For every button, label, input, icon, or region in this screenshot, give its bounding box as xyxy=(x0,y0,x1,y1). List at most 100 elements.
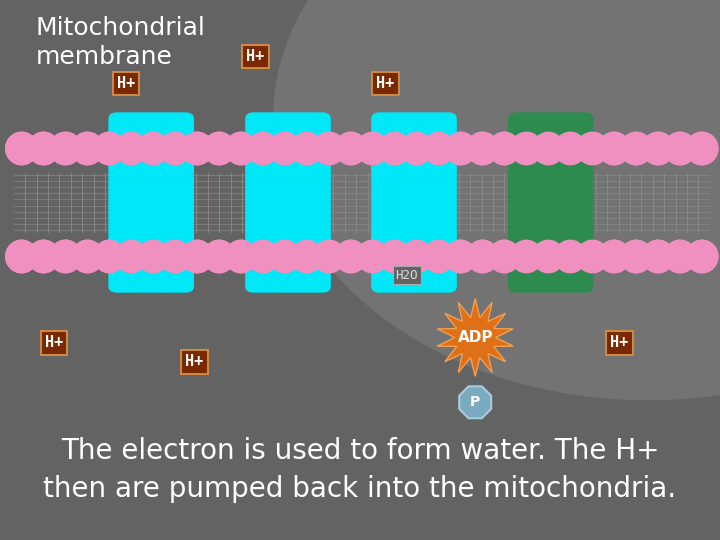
Ellipse shape xyxy=(577,240,608,273)
Text: H2O: H2O xyxy=(395,269,418,282)
Ellipse shape xyxy=(291,240,323,273)
Ellipse shape xyxy=(225,132,257,165)
Text: P: P xyxy=(470,395,480,409)
Ellipse shape xyxy=(159,240,191,273)
Ellipse shape xyxy=(423,240,454,273)
FancyBboxPatch shape xyxy=(372,112,456,293)
Text: The electron is used to form water. The H+
then are pumped back into the mitocho: The electron is used to form water. The … xyxy=(43,437,677,503)
Ellipse shape xyxy=(445,240,477,273)
Ellipse shape xyxy=(533,240,564,273)
Ellipse shape xyxy=(598,240,630,273)
Ellipse shape xyxy=(401,240,433,273)
Text: H+: H+ xyxy=(246,49,265,64)
Ellipse shape xyxy=(115,132,147,165)
Ellipse shape xyxy=(94,132,125,165)
Ellipse shape xyxy=(203,240,235,273)
Ellipse shape xyxy=(247,240,279,273)
Ellipse shape xyxy=(665,132,696,165)
Ellipse shape xyxy=(335,240,366,273)
Ellipse shape xyxy=(335,132,366,165)
Ellipse shape xyxy=(115,132,147,165)
Ellipse shape xyxy=(510,132,542,165)
Ellipse shape xyxy=(335,240,366,273)
Ellipse shape xyxy=(138,240,169,273)
Ellipse shape xyxy=(621,132,652,165)
Ellipse shape xyxy=(577,132,608,165)
Ellipse shape xyxy=(291,132,323,165)
Ellipse shape xyxy=(621,240,652,273)
Ellipse shape xyxy=(554,240,586,273)
Ellipse shape xyxy=(357,132,389,165)
Ellipse shape xyxy=(138,132,169,165)
Ellipse shape xyxy=(291,240,323,273)
Text: ADP: ADP xyxy=(457,330,493,345)
Ellipse shape xyxy=(27,240,59,273)
Ellipse shape xyxy=(71,240,103,273)
Ellipse shape xyxy=(423,132,454,165)
Ellipse shape xyxy=(533,132,564,165)
Ellipse shape xyxy=(379,132,410,165)
Ellipse shape xyxy=(467,132,498,165)
Ellipse shape xyxy=(489,132,521,165)
Ellipse shape xyxy=(357,132,389,165)
Text: H+: H+ xyxy=(376,76,395,91)
Ellipse shape xyxy=(27,132,59,165)
Ellipse shape xyxy=(357,240,389,273)
Ellipse shape xyxy=(313,240,345,273)
FancyBboxPatch shape xyxy=(108,112,194,293)
Ellipse shape xyxy=(94,132,125,165)
Ellipse shape xyxy=(686,132,718,165)
Text: H+: H+ xyxy=(117,76,135,91)
Ellipse shape xyxy=(6,132,37,165)
Ellipse shape xyxy=(510,240,542,273)
Ellipse shape xyxy=(71,240,103,273)
Ellipse shape xyxy=(94,240,125,273)
Ellipse shape xyxy=(577,240,608,273)
Ellipse shape xyxy=(642,240,674,273)
Ellipse shape xyxy=(181,132,213,165)
Ellipse shape xyxy=(598,132,630,165)
Ellipse shape xyxy=(203,240,235,273)
Ellipse shape xyxy=(313,132,345,165)
Ellipse shape xyxy=(247,240,279,273)
Ellipse shape xyxy=(379,132,410,165)
Polygon shape xyxy=(437,299,513,376)
Ellipse shape xyxy=(554,132,586,165)
Ellipse shape xyxy=(665,240,696,273)
Ellipse shape xyxy=(71,132,103,165)
Ellipse shape xyxy=(401,240,433,273)
Ellipse shape xyxy=(423,240,454,273)
Ellipse shape xyxy=(159,240,191,273)
Ellipse shape xyxy=(94,240,125,273)
Ellipse shape xyxy=(335,132,366,165)
Ellipse shape xyxy=(225,240,257,273)
Ellipse shape xyxy=(115,240,147,273)
Ellipse shape xyxy=(71,132,103,165)
Ellipse shape xyxy=(291,132,323,165)
Ellipse shape xyxy=(50,132,81,165)
Ellipse shape xyxy=(50,132,81,165)
Circle shape xyxy=(274,0,720,400)
Ellipse shape xyxy=(489,240,521,273)
Ellipse shape xyxy=(247,132,279,165)
Ellipse shape xyxy=(159,132,191,165)
Ellipse shape xyxy=(115,240,147,273)
Ellipse shape xyxy=(379,240,410,273)
Ellipse shape xyxy=(621,240,652,273)
Ellipse shape xyxy=(665,132,696,165)
Ellipse shape xyxy=(269,132,301,165)
Ellipse shape xyxy=(445,132,477,165)
Ellipse shape xyxy=(181,132,213,165)
Ellipse shape xyxy=(621,132,652,165)
Ellipse shape xyxy=(467,240,498,273)
Ellipse shape xyxy=(313,240,345,273)
Text: H+: H+ xyxy=(185,354,204,369)
Ellipse shape xyxy=(269,132,301,165)
Ellipse shape xyxy=(533,132,564,165)
FancyBboxPatch shape xyxy=(245,112,331,293)
Ellipse shape xyxy=(554,132,586,165)
Ellipse shape xyxy=(159,132,191,165)
Ellipse shape xyxy=(467,240,498,273)
Ellipse shape xyxy=(379,240,410,273)
Ellipse shape xyxy=(225,132,257,165)
